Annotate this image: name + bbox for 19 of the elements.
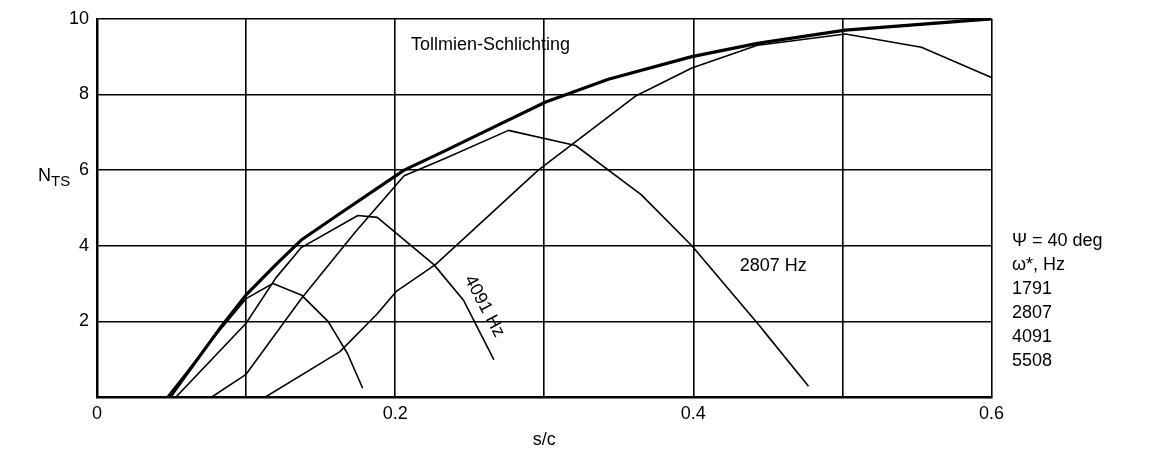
x-axis-title: s/c [532, 429, 556, 450]
text: ω*, Hz [1012, 253, 1067, 276]
text: 5508 [1012, 349, 1054, 372]
y-tick-label: 6 [78, 159, 89, 180]
text: Ψ = 40 deg [1012, 229, 1103, 252]
x-tick-label: 0.2 [382, 402, 408, 423]
text: 2807 [1012, 301, 1054, 324]
y-tick-label: 4 [78, 234, 89, 255]
annotation: 2807 Hz [739, 255, 807, 276]
x-tick-label: 0 [91, 402, 103, 423]
y-axis-title: N$_{TS}$ [38, 165, 71, 189]
x-tick-label: 0.4 [680, 402, 706, 423]
y-tick-label: 10 [68, 7, 89, 28]
y-tick-label: 8 [78, 83, 89, 104]
x-tick-label: 0.6 [978, 402, 1004, 423]
text: 4091 [1012, 325, 1054, 348]
y-tick-label: 2 [78, 310, 89, 331]
annotation: 4091 Hz [460, 271, 510, 341]
text: 1791 [1012, 277, 1054, 300]
